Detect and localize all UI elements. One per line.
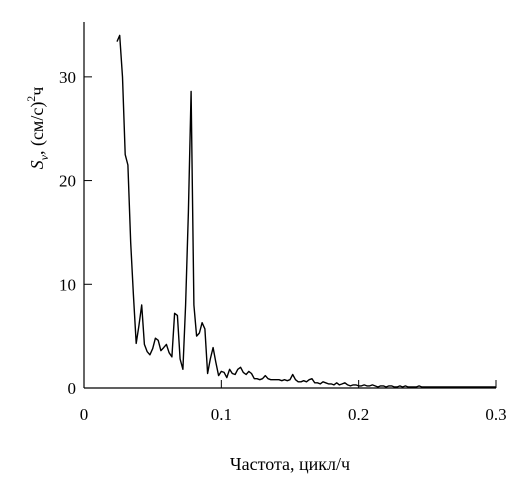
y-axis-title: Sv, (см/с)2ч [24,87,51,170]
y-tick-label: 0 [68,379,77,398]
y-axis-subscript: v [37,154,51,160]
y-axis-symbol: S [27,160,47,169]
x-axis: 0 0.1 0.2 0.3 [80,380,507,424]
x-tick-label: 0.3 [485,405,506,424]
y-tick-label: 20 [59,172,76,191]
x-tick-label: 0.1 [211,405,232,424]
y-ticks: 0 10 20 30 [59,68,92,398]
y-tick-label: 30 [59,68,76,87]
y-tick-label: 10 [59,275,76,294]
y-axis-superscript: 2 [24,96,38,102]
x-axis-title: Частота, цикл/ч [230,454,350,474]
y-axis: 0 10 20 30 [59,22,92,398]
series-layer [116,34,496,388]
x-tick-label: 0.2 [348,405,369,424]
x-tick-label: 0 [80,405,89,424]
x-ticks: 0 0.1 0.2 0.3 [80,380,507,424]
spectrum-series-line [116,34,496,388]
y-axis-unit-after: ч [27,87,47,96]
y-axis-unit-before: , (см/с) [27,102,48,155]
